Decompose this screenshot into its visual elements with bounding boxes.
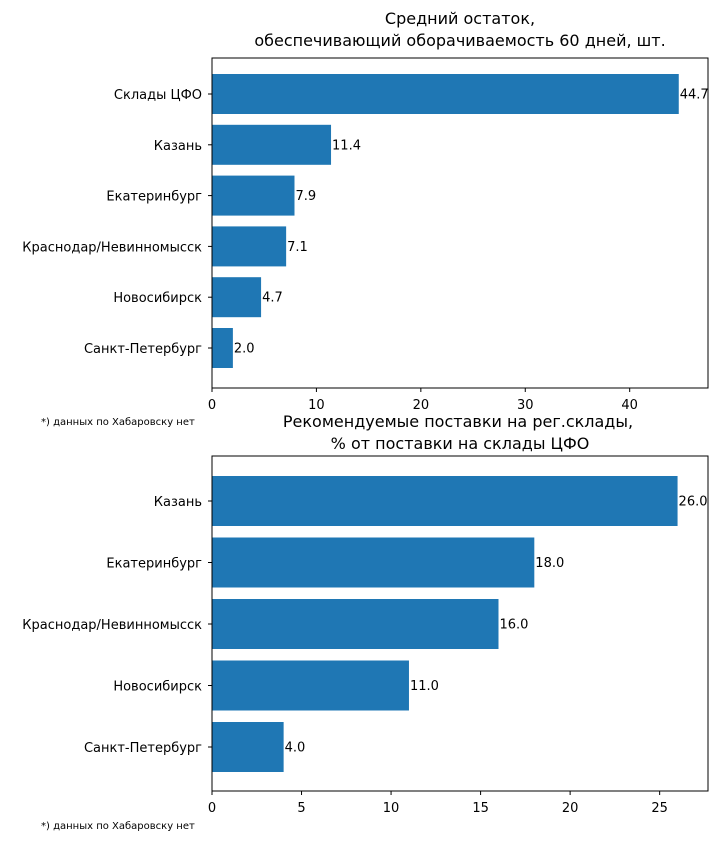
y-tick-label: Екатеринбург (106, 190, 202, 205)
bar-value-label: 4.0 (285, 741, 306, 756)
x-tick-label: 20 (413, 398, 430, 413)
chart-marks: 44.7 Склады ЦФО 11.4 Казань 7.9 Екатеринбург 7… (22, 74, 709, 413)
chart-title-line-1: Средний остаток, (385, 9, 535, 28)
footnote: *) данных по Хабаровску нет (41, 417, 195, 428)
y-tick-label: Склады ЦФО (114, 88, 202, 103)
chart-marks: 26.0 Казань 18.0 Екатеринбург 16.0 Краснодар/… (22, 476, 708, 816)
y-tick-label: Казань (154, 139, 202, 154)
bar (212, 328, 233, 368)
plot-frame (211, 57, 709, 389)
chart-title-line-2: % от поставки на склады ЦФО (331, 434, 590, 453)
x-tick-label: 25 (651, 801, 668, 816)
chart-average-stock: Средний остаток, обеспечивающий оборачив… (22, 9, 708, 428)
bar (212, 124, 332, 165)
chart-recommended-supply: Рекомендуемые поставки на рег.склады, % … (22, 412, 709, 832)
bar (212, 175, 295, 216)
y-tick-label: Краснодар/Невинномысск (22, 240, 202, 255)
chart-title-line-2: обеспечивающий оборачиваемость 60 дней, … (254, 31, 665, 50)
x-tick-label: 0 (208, 801, 216, 816)
bar (212, 660, 409, 711)
x-tick-label: 0 (208, 398, 216, 413)
bar-value-label: 2.0 (234, 342, 255, 357)
y-tick-label: Санкт-Петербург (84, 342, 202, 357)
bar (212, 74, 679, 114)
bar (212, 226, 287, 267)
y-tick-label: Новосибирск (113, 291, 202, 306)
bar-value-label: 11.4 (332, 138, 361, 153)
bar (212, 537, 535, 588)
x-tick-label: 40 (621, 398, 638, 413)
plot-frame (211, 455, 709, 792)
x-tick-label: 20 (562, 801, 579, 816)
bar (212, 476, 678, 526)
y-tick-label: Санкт-Петербург (84, 741, 202, 756)
bar-value-label: 7.1 (287, 240, 308, 255)
chart-title-line-1: Рекомендуемые поставки на рег.склады, (283, 412, 633, 431)
bar (212, 599, 499, 649)
bar (212, 722, 284, 772)
footnote: *) данных по Хабаровску нет (41, 821, 195, 832)
y-tick-label: Екатеринбург (106, 557, 202, 572)
x-tick-label: 10 (383, 801, 400, 816)
bar-value-label: 7.9 (295, 189, 316, 204)
bar (212, 277, 262, 318)
bar-value-label: 16.0 (499, 618, 528, 633)
bar-value-label: 18.0 (535, 556, 564, 571)
y-tick-label: Краснодар/Невинномысск (22, 618, 202, 633)
x-tick-label: 10 (308, 398, 325, 413)
x-tick-label: 5 (297, 801, 305, 816)
bar-value-label: 4.7 (262, 291, 283, 306)
bar-value-label: 11.0 (410, 679, 439, 694)
x-tick-label: 30 (517, 398, 534, 413)
bar-value-label: 26.0 (679, 495, 708, 510)
x-tick-label: 15 (472, 801, 489, 816)
y-tick-label: Казань (154, 495, 202, 510)
y-tick-label: Новосибирск (113, 680, 202, 695)
bar-value-label: 44.7 (680, 88, 709, 103)
